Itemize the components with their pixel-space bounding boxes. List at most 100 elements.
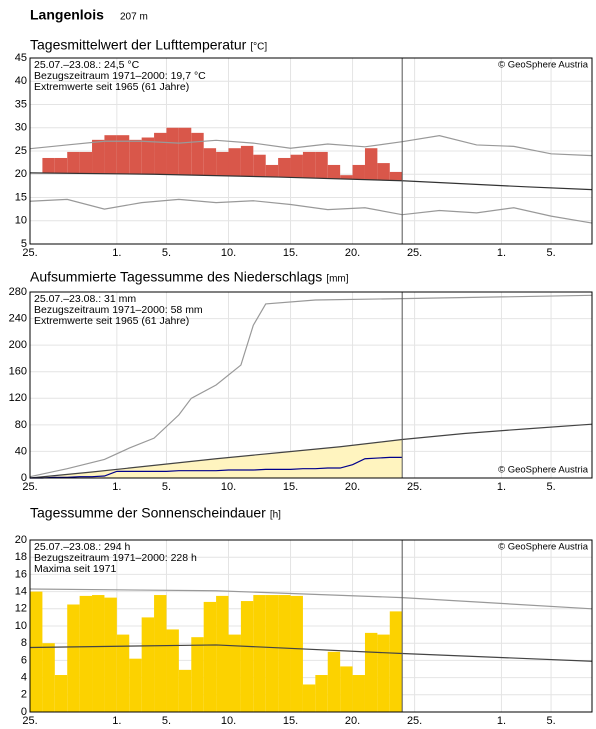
credit: © GeoSphere Austria [498,465,589,476]
x-tick-label: 20. [345,481,360,493]
bar [42,157,55,174]
annotation: Extremwerte seit 1965 (61 Jahre) [34,315,189,327]
bar [116,135,130,174]
bar [166,127,179,175]
x-tick-label: 20. [345,247,360,259]
bar [79,595,93,712]
x-tick-label: 5. [162,481,171,493]
x-tick-label: 5. [162,715,171,727]
bar [389,611,403,712]
y-tick-label: 18 [15,551,27,563]
y-tick-label: 2 [21,689,27,701]
x-tick-label: 25. [407,247,422,259]
x-tick-label: 25. [22,715,37,727]
axis-unit: [h] [270,510,281,521]
y-tick-label: 0 [21,706,27,718]
bar [253,595,266,712]
annotation: Bezugszeitraum 1971–2000: 228 h [34,552,197,564]
bar [377,634,390,712]
bar [302,684,316,712]
bar [389,171,403,181]
bar [178,669,192,712]
bar [327,164,341,179]
y-tick-label: 240 [9,312,27,324]
bar [92,595,105,712]
axis-unit: [mm] [326,274,348,285]
bar [327,651,341,712]
x-tick-label: 5. [546,715,555,727]
x-tick-label: 10. [221,481,236,493]
annotation: Bezugszeitraum 1971–2000: 19,7 °C [34,70,206,82]
x-tick-label: 10. [221,715,236,727]
bar [216,595,229,712]
bar [104,135,117,174]
y-tick-label: 40 [15,445,27,457]
station-altitude: 207 m [120,12,148,23]
bar [315,151,328,179]
x-tick-label: 25. [407,481,422,493]
bar [315,675,328,712]
bar [141,137,155,175]
line [30,456,403,479]
line [29,294,593,478]
bar [228,634,241,712]
bar [253,154,266,177]
y-tick-label: 40 [15,75,27,87]
bar [54,675,68,712]
plot-frame [29,291,593,479]
x-tick-label: 25. [407,715,422,727]
bar [240,145,254,177]
y-tick-label: 4 [21,672,27,684]
line [29,135,593,157]
bar [104,597,117,712]
annotation: Extremwerte seit 1965 (61 Jahre) [34,81,189,93]
bar [228,148,241,177]
x-tick-label: 1. [112,481,121,493]
line [29,588,593,610]
x-tick-label: 1. [112,247,121,259]
bar [129,139,142,175]
x-tick-label: 1. [497,715,506,727]
annotation: 25.07.–23.08.: 294 h [34,541,130,553]
annotation: 25.07.–23.08.: 31 mm [34,293,136,305]
y-tick-label: 45 [15,52,27,64]
panel-title: Tagesmittelwert der Lufttemperatur [30,37,247,53]
bar [203,148,217,176]
annotation: Maxima seit 1971 [34,563,116,575]
x-tick-label: 10. [221,247,236,259]
bar [340,175,353,180]
y-tick-label: 5 [21,238,27,250]
credit: © GeoSphere Austria [498,542,589,553]
bar [290,595,303,712]
bar [352,164,365,180]
line [29,644,593,662]
x-tick-label: 20. [345,715,360,727]
bar [377,163,390,181]
bar [240,601,254,712]
bar [364,148,378,180]
x-tick-label: 1. [112,715,121,727]
x-tick-label: 25. [22,247,37,259]
bar [79,151,93,174]
bar [216,151,229,176]
x-tick-label: 1. [497,481,506,493]
bar [166,629,179,712]
y-tick-label: 25 [15,145,27,157]
bar [154,595,167,712]
x-tick-label: 25. [22,481,37,493]
plot-frame [29,57,593,245]
bar [191,637,204,712]
bar [265,164,279,177]
y-tick-label: 30 [15,122,27,134]
axis-unit: [°C] [250,42,267,53]
line [29,423,593,479]
bar [141,617,155,712]
line [29,172,593,191]
y-tick-label: 200 [9,339,27,351]
bar [290,154,303,178]
station-name: Langenlois [30,7,104,23]
bar [340,666,353,712]
y-tick-label: 20 [15,534,27,546]
bar [116,634,130,712]
bar [352,675,365,712]
